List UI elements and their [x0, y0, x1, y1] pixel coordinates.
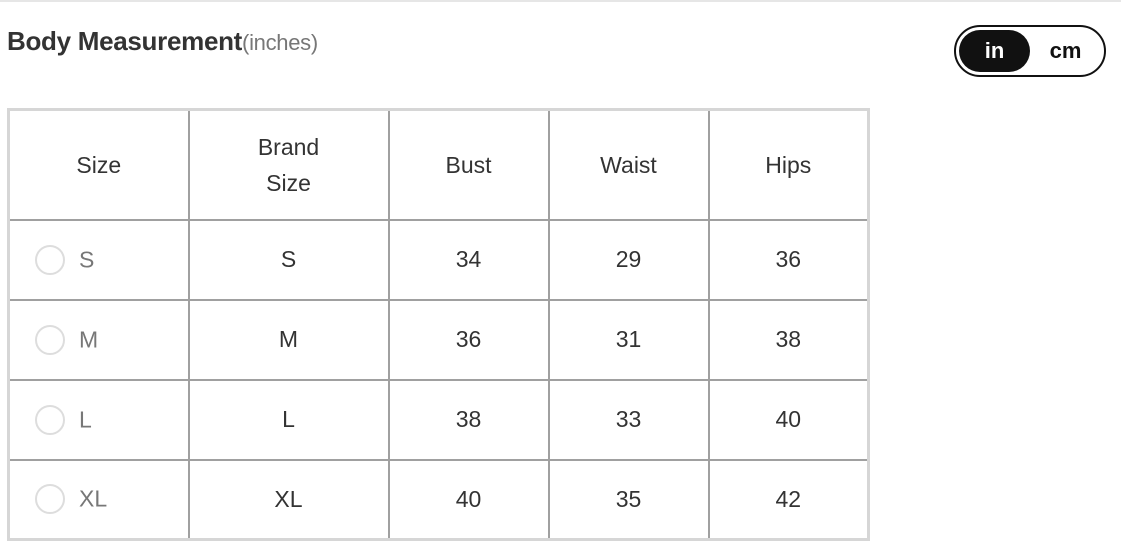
header-brand-line1: Brand: [257, 133, 320, 160]
size-value: M: [79, 326, 99, 352]
size-cell[interactable]: XL: [7, 458, 190, 541]
waist-cell: 31: [547, 298, 710, 381]
header-brand-line2: Size: [266, 169, 311, 196]
brand-size-cell: S: [187, 218, 390, 301]
top-divider: [0, 0, 1121, 2]
size-radio[interactable]: [35, 404, 65, 435]
size-value: XL: [79, 485, 108, 512]
brand-size-cell: M: [187, 298, 390, 381]
unit-label: (inches): [242, 30, 318, 55]
section-title: Body Measurement(inches): [7, 26, 318, 57]
header-brand-size: Brand Size: [187, 108, 390, 221]
table-row[interactable]: M M 36 31 38: [7, 298, 870, 381]
header-waist: Waist: [547, 108, 710, 221]
unit-option-in[interactable]: in: [959, 30, 1030, 72]
table-row[interactable]: S S 34 29 36: [7, 218, 870, 301]
size-cell[interactable]: L: [7, 378, 190, 461]
bust-cell: 40: [387, 458, 550, 541]
waist-cell: 33: [547, 378, 710, 461]
brand-size-cell: L: [187, 378, 390, 461]
waist-cell: 29: [547, 218, 710, 301]
hips-cell: 38: [707, 298, 870, 381]
header-size: Size: [7, 108, 190, 221]
hips-cell: 40: [707, 378, 870, 461]
size-cell[interactable]: M: [7, 298, 190, 381]
size-chart-table: Size Brand Size Bust Waist Hips S S 34 29…: [7, 108, 870, 541]
table-header-row: Size Brand Size Bust Waist Hips: [7, 108, 870, 221]
size-radio[interactable]: [35, 244, 65, 275]
unit-toggle: in cm: [954, 25, 1106, 77]
size-radio[interactable]: [35, 484, 65, 515]
size-value: S: [79, 246, 95, 272]
bust-cell: 38: [387, 378, 550, 461]
unit-option-cm[interactable]: cm: [1049, 38, 1082, 63]
table-row[interactable]: XL XL 40 35 42: [7, 458, 870, 541]
bust-cell: 34: [387, 218, 550, 301]
title-text: Body Measurement: [7, 26, 243, 56]
bust-cell: 36: [387, 298, 550, 381]
size-radio[interactable]: [35, 324, 65, 355]
hips-cell: 36: [707, 218, 870, 301]
brand-size-cell: XL: [187, 458, 390, 541]
hips-cell: 42: [707, 458, 870, 541]
header-bust: Bust: [387, 108, 550, 221]
table-row[interactable]: L L 38 33 40: [7, 378, 870, 461]
waist-cell: 35: [547, 458, 710, 541]
header-hips: Hips: [707, 108, 870, 221]
size-value: L: [79, 406, 92, 432]
size-cell[interactable]: S: [7, 218, 190, 301]
